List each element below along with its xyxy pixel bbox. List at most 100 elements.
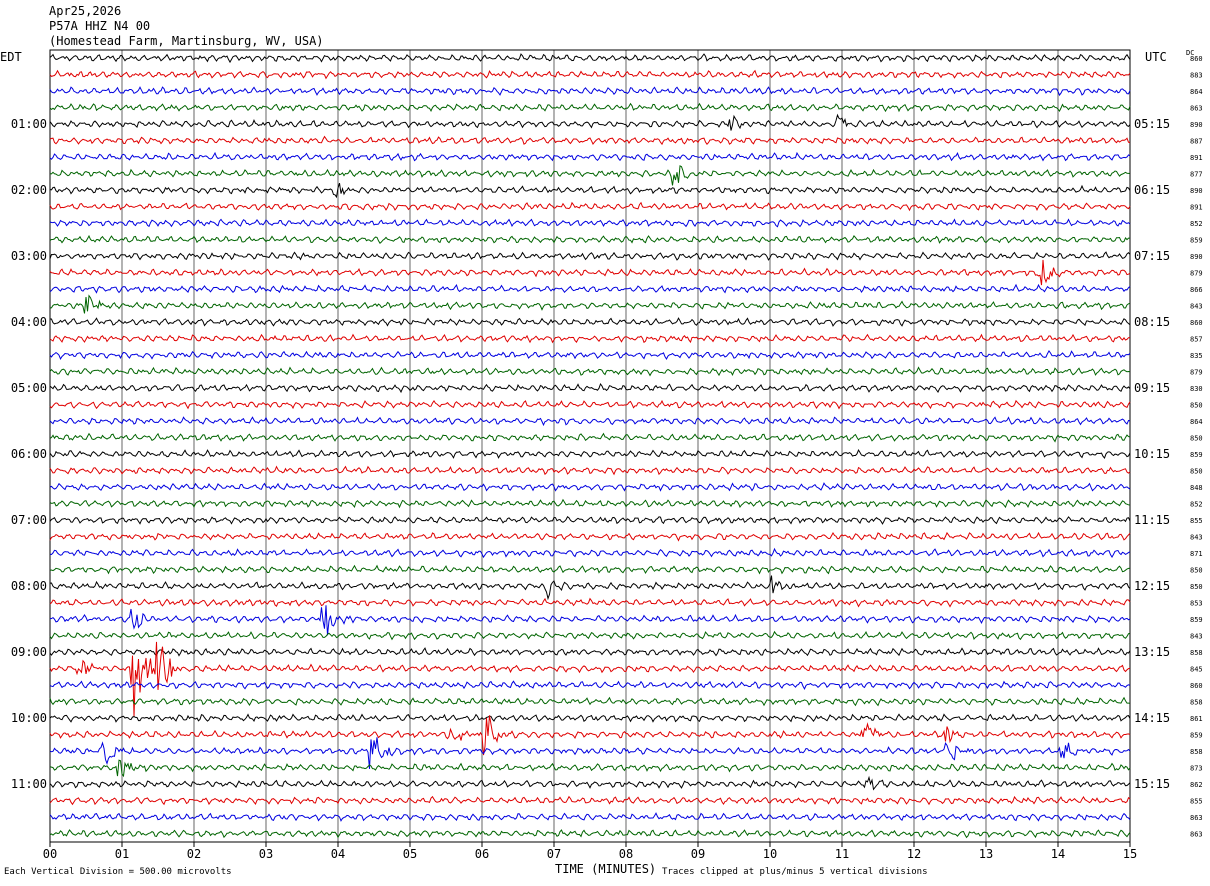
utc-hour-label: 12:15 [1134,579,1170,593]
dc-offset-label: 859 [1190,616,1203,624]
edt-hour-label: 08:00 [11,579,47,593]
edt-hour-label: 11:00 [11,777,47,791]
edt-hour-label: 01:00 [11,117,47,131]
edt-hour-label: 06:00 [11,447,47,461]
seismic-trace [49,531,1131,542]
seismic-trace [49,516,1131,525]
x-tick-label: 14 [1051,847,1065,861]
x-tick-label: 11 [835,847,849,861]
dc-offset-label: 863 [1190,831,1203,839]
seismic-trace [49,259,1131,286]
seismic-trace [49,86,1131,97]
seismic-trace [49,597,1131,608]
x-tick-label: 10 [763,847,777,861]
seismic-trace [49,113,1131,131]
seismic-trace [49,641,1131,717]
right-zone-label: UTC [1145,50,1167,64]
dc-offset-label: 860 [1190,319,1203,327]
dc-offset-label: 873 [1190,765,1203,773]
dc-offset-label: 859 [1190,732,1203,740]
dc-offset-label: 890 [1190,121,1203,129]
dc-offset-label: 859 [1190,237,1203,245]
dc-offset-label: 850 [1190,402,1203,410]
seismic-trace [49,812,1131,822]
utc-hour-label: 09:15 [1134,381,1170,395]
edt-hour-label: 05:00 [11,381,47,395]
plot-frame [49,49,1131,843]
dc-offset-label: 860 [1190,55,1203,63]
utc-hour-label: 15:15 [1134,777,1170,791]
seismic-trace [49,416,1131,427]
seismic-trace [49,102,1131,113]
dc-offset-label: 863 [1190,105,1203,113]
header-date: Apr25,2026 [49,4,122,18]
header-station: P57A HHZ N4 00 [49,19,151,33]
dc-offset-label: 848 [1190,484,1203,492]
footer-scale-note: Each Vertical Division = 500.00 microvol… [4,867,232,877]
dc-offset-label: 850 [1190,468,1203,476]
dc-offset-label: 891 [1190,204,1203,212]
x-tick-label: 01 [115,847,129,861]
dc-offset-label: 843 [1190,303,1203,311]
utc-hour-label: 11:15 [1134,513,1170,527]
dc-offset-label: 879 [1190,369,1203,377]
dc-offset-label: 850 [1190,583,1203,591]
seismic-trace [49,630,1131,641]
x-axis-title: TIME (MINUTES) [555,862,657,876]
seismic-trace [49,349,1131,361]
dc-offset-label: 858 [1190,699,1203,707]
dc-offset-label: 855 [1190,798,1203,806]
seismic-trace [49,294,1131,314]
seismic-trace [49,399,1131,410]
utc-hour-label: 08:15 [1134,315,1170,329]
utc-hour-label: 05:15 [1134,117,1170,131]
dc-offset-label: 830 [1190,385,1203,393]
edt-hour-label: 03:00 [11,249,47,263]
dc-offset-label: 845 [1190,666,1203,674]
seismic-trace [49,498,1131,509]
x-tick-label: 09 [691,847,705,861]
dc-offset-label: 850 [1190,435,1203,443]
utc-hour-label: 14:15 [1134,711,1170,725]
seismic-trace [49,737,1131,769]
seismic-trace [49,218,1131,228]
dc-offset-label: 891 [1190,154,1203,162]
seismic-trace [49,165,1131,186]
seismic-trace [49,432,1131,443]
dc-offset-label: 855 [1190,517,1203,525]
x-tick-label: 03 [259,847,273,861]
dc-offset-label: 835 [1190,352,1203,360]
left-zone-label: EDT [0,50,22,64]
x-tick-label: 05 [403,847,417,861]
dc-offset-label: 890 [1190,253,1203,261]
seismic-trace [49,564,1131,575]
seismic-trace [50,317,1131,327]
dc-offset-label: 852 [1190,501,1203,509]
dc-offset-label: 843 [1190,534,1203,542]
dc-offset-label: 861 [1190,715,1203,723]
seismic-trace [49,605,1131,636]
utc-hour-label: 10:15 [1134,447,1170,461]
x-tick-label: 00 [43,847,57,861]
dc-offset-label: 853 [1190,600,1203,608]
dc-offset-label: 879 [1190,270,1203,278]
dc-offset-label: 866 [1190,286,1203,294]
x-tick-label: 12 [907,847,921,861]
dc-offset-label: 864 [1190,418,1203,426]
dc-offset-label: 877 [1190,171,1203,179]
seismic-trace [49,795,1131,806]
plot-header: Apr25,2026 P57A HHZ N4 00 (Homestead Farm,… [49,4,324,49]
x-tick-label: 15 [1123,847,1137,861]
dc-offset-label: 862 [1190,781,1203,789]
utc-hour-label: 06:15 [1134,183,1170,197]
seismic-trace [49,715,1131,756]
edt-hour-label: 10:00 [11,711,47,725]
seismic-trace [49,251,1131,261]
seismic-trace [49,829,1131,839]
x-tick-label: 13 [979,847,993,861]
seismic-trace [49,696,1131,707]
dc-offset-label: 858 [1190,649,1203,657]
dc-offset-label: 850 [1190,567,1203,575]
dc-offset-label: 890 [1190,187,1203,195]
dc-offset-label: 857 [1190,336,1203,344]
